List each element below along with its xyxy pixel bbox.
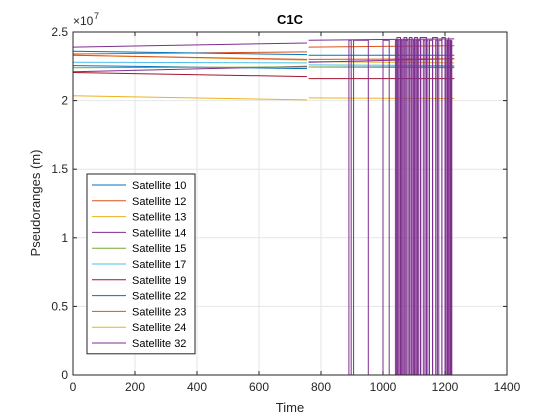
series-line [72,42,308,48]
legend-item: Satellite 19 [92,275,186,287]
spike-group [396,37,450,376]
y-exponent-power: 7 [94,11,99,21]
series-line [308,45,455,48]
series-line [308,97,455,99]
tick-layer: 0 200 400 600 800 1000 1200 1400 0 0.5 1 1.5 2 2.5 [51,25,520,394]
legend-label: Satellite 17 [132,259,186,271]
legend: Satellite 10 Satellite 12 Satellite 13 Sate… [86,173,196,355]
legend-item: Satellite 24 [92,322,186,334]
legend-item: Satellite 17 [92,259,186,271]
series-line [72,54,308,60]
x-tick-label: 1000 [370,380,397,394]
y-axis-label: Pseudoranges (m) [28,150,43,257]
legend-label: Satellite 15 [132,243,186,255]
legend-label: Satellite 32 [132,338,186,350]
legend-label: Satellite 10 [132,180,186,192]
legend-item: Satellite 10 [92,180,186,192]
series-line [72,61,308,64]
y-tick-label: 1.5 [51,162,68,176]
series-line [72,72,308,78]
legend-label: Satellite 22 [132,291,186,303]
y-tick-label: 2.5 [51,25,68,39]
x-tick-label: 600 [249,380,269,394]
legend-label: Satellite 12 [132,196,186,208]
series-satellite-15 [72,66,455,69]
x-tick-label: 800 [311,380,331,394]
series-line [308,66,455,69]
series-satellite-22 [72,50,455,56]
chart-title: C1C [277,12,304,27]
series-satellite-23 [72,54,455,60]
x-tick-label: 1200 [432,380,459,394]
x-tick-label: 0 [70,380,77,394]
series-layer [72,37,455,376]
legend-label: Satellite 13 [132,212,186,224]
legend-item: Satellite 15 [92,243,186,255]
y-tick-label: 2 [61,94,68,108]
y-tick-label: 0 [61,368,68,382]
series-satellite-24 [72,95,455,101]
legend-item: Satellite 14 [92,227,186,239]
y-tick-label: 1 [61,231,68,245]
x-tick-label: 1400 [494,380,521,394]
legend-label: Satellite 24 [132,322,186,334]
x-tick-label: 200 [125,380,145,394]
legend-item: Satellite 32 [92,338,186,350]
series-line [308,38,455,41]
series-line [72,50,308,56]
series-line [72,95,308,101]
x-axis-label: Time [276,400,304,415]
x-tick-label: 400 [187,380,207,394]
series-line [72,66,308,69]
legend-item: Satellite 22 [92,291,186,303]
y-exponent: ×10 7 [73,11,99,28]
plot-frame [72,31,508,376]
dropout-spikes [396,37,450,376]
legend-label: Satellite 23 [132,306,186,318]
series-satellite-17 [72,61,455,67]
legend-item: Satellite 23 [92,306,186,318]
series-satellite-19 [72,72,455,80]
series-line [308,58,455,60]
y-exponent-base: ×10 [73,14,94,28]
legend-label: Satellite 19 [132,275,186,287]
series-line [308,64,455,67]
legend-item: Satellite 13 [92,212,186,224]
series-satellite-32 [72,38,455,48]
legend-item: Satellite 12 [92,196,186,208]
legend-label: Satellite 14 [132,227,186,239]
y-tick-label: 0.5 [51,299,68,313]
